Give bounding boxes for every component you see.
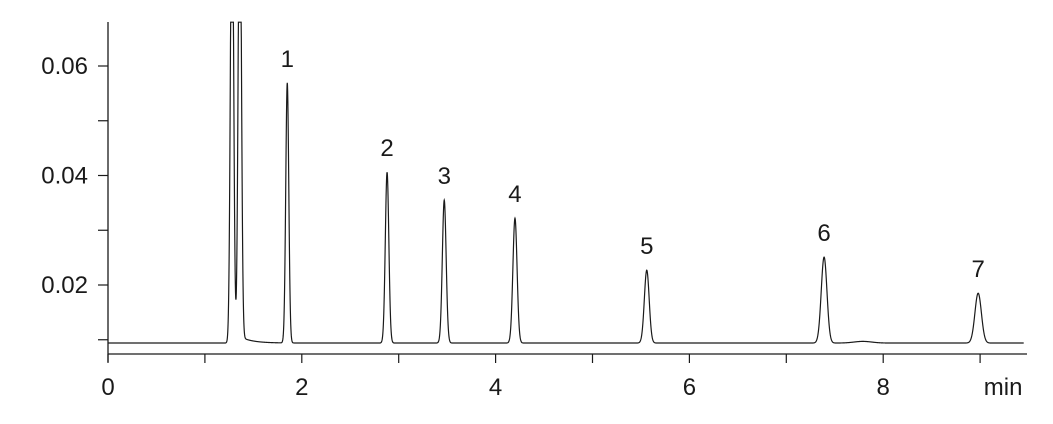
chromatogram-trace: [108, 21, 1024, 344]
x-tick-label: 2: [295, 374, 308, 401]
peak-label-5: 5: [640, 233, 653, 260]
y-tick-label: 0.02: [41, 272, 88, 299]
x-tick-label: 8: [877, 374, 890, 401]
peak-labels: 1 2 3 4 5 6 7: [281, 46, 985, 283]
x-tick-label: 6: [683, 374, 696, 401]
x-tick-label: 4: [489, 374, 502, 401]
peak-label-3: 3: [438, 163, 451, 190]
axes: 0 2 4 6 8 min 0.02 0.04 0.06: [41, 22, 1027, 401]
peak-label-6: 6: [817, 220, 830, 247]
trace: [108, 21, 1024, 344]
x-axis-unit-label: min: [984, 374, 1023, 401]
peak-label-4: 4: [508, 181, 521, 208]
y-tick-label: 0.04: [41, 163, 88, 190]
peak-label-1: 1: [281, 46, 294, 73]
y-tick-label: 0.06: [41, 53, 88, 80]
peak-label-2: 2: [380, 135, 393, 162]
x-tick-label: 0: [101, 374, 114, 401]
peak-label-7: 7: [971, 256, 984, 283]
